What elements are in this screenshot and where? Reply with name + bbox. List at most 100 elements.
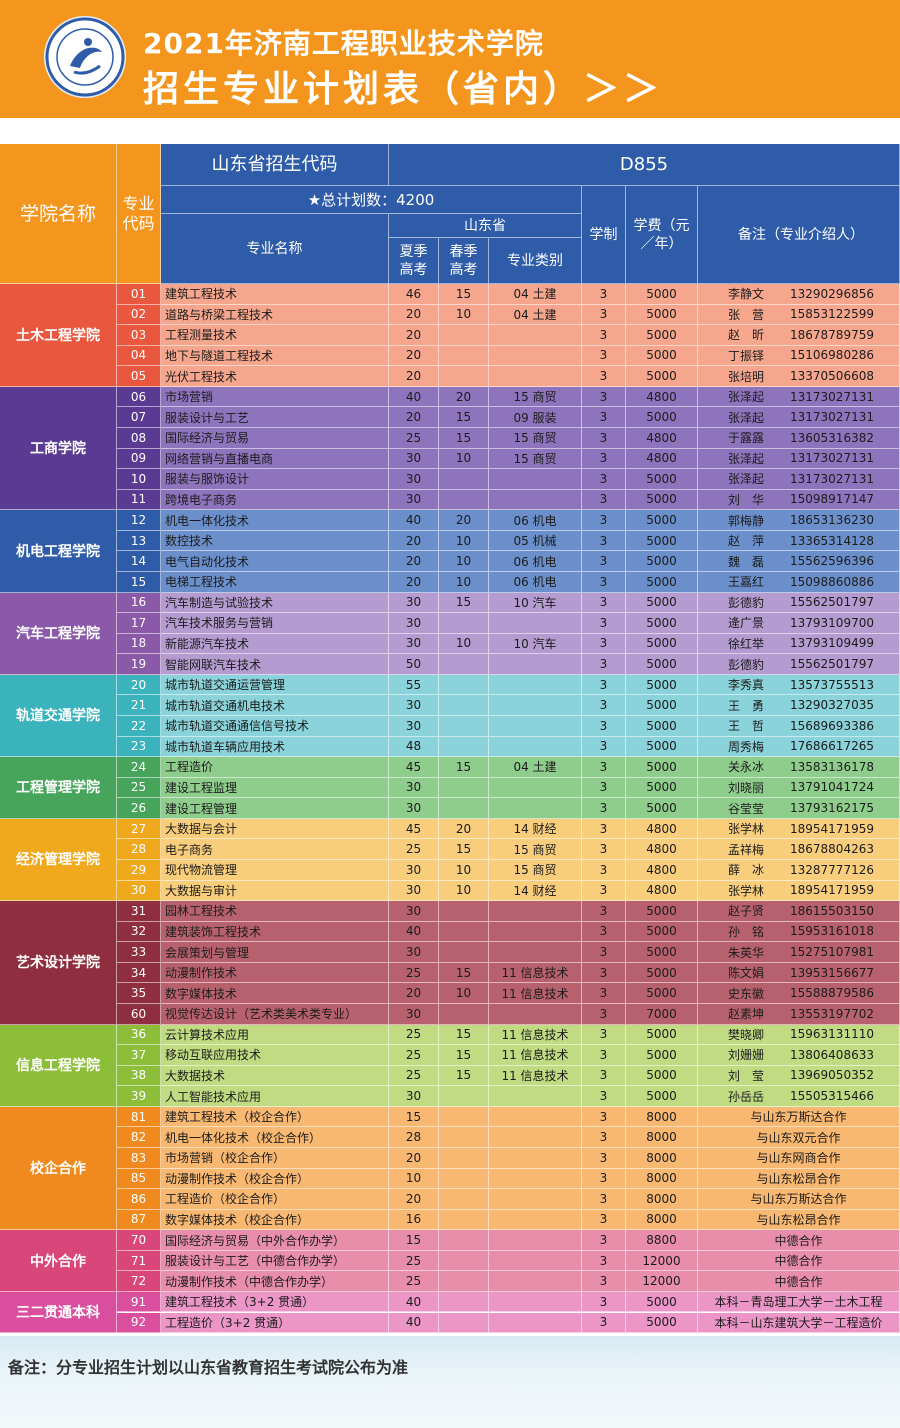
college-name: 汽车工程学院 xyxy=(0,592,117,675)
major-code: 26 xyxy=(117,798,161,819)
major-category xyxy=(489,345,582,367)
contact-name: 周秀梅 xyxy=(728,739,765,754)
summer-quota: 46 xyxy=(389,284,439,305)
contact-phone: 13806408633 xyxy=(790,1047,874,1062)
summer-quota: 20 xyxy=(389,345,439,367)
duration: 3 xyxy=(582,777,626,799)
spring-quota: 15 xyxy=(439,839,489,860)
major-category xyxy=(489,366,582,387)
major-category xyxy=(489,798,582,819)
contact-phone: 13290327035 xyxy=(790,698,874,713)
spring-quota xyxy=(439,1250,489,1272)
contact-phone: 18678804263 xyxy=(790,842,874,857)
major-name: 工程造价（校企合作） xyxy=(161,1189,389,1210)
contact-name: 郭梅静 xyxy=(728,513,765,528)
major-code: 70 xyxy=(117,1230,161,1251)
tuition: 4800 xyxy=(626,818,698,840)
contact-person: 徐红举 13793109499 xyxy=(698,633,900,655)
college-name: 信息工程学院 xyxy=(0,1024,117,1107)
contact-name: 张泽起 xyxy=(728,390,765,405)
tuition-header: 学费（元／年） xyxy=(626,186,698,284)
province-code-label: 山东省招生代码 xyxy=(161,144,389,186)
tuition: 5000 xyxy=(626,1086,698,1107)
contact-phone: 13173027131 xyxy=(790,389,874,404)
spring-quota xyxy=(439,901,489,922)
tuition: 5000 xyxy=(626,736,698,758)
summer-quota: 20 xyxy=(389,530,439,552)
partner-note: 本科－青岛理工大学－土木工程 xyxy=(698,1291,900,1313)
spring-quota: 10 xyxy=(439,571,489,593)
tuition: 4800 xyxy=(626,427,698,449)
spring-quota xyxy=(439,715,489,737)
major-name: 国际经济与贸易 xyxy=(161,427,389,449)
major-name: 建筑工程技术（3+2 贯通） xyxy=(161,1291,389,1313)
spring-quota xyxy=(439,798,489,819)
major-code: 07 xyxy=(117,407,161,428)
contact-phone: 13173027131 xyxy=(790,471,874,486)
duration: 3 xyxy=(582,427,626,449)
summer-quota: 30 xyxy=(389,859,439,881)
major-name: 电梯工程技术 xyxy=(161,571,389,593)
major-name: 汽车技术服务与营销 xyxy=(161,613,389,634)
duration: 3 xyxy=(582,1147,626,1169)
contact-phone: 13953156677 xyxy=(790,965,874,980)
contact-phone: 13791041724 xyxy=(790,780,874,795)
spring-exam-header: 春季高考 xyxy=(439,238,489,284)
contact-phone: 13793109700 xyxy=(790,615,874,630)
tuition: 5000 xyxy=(626,798,698,819)
major-category: 04 土建 xyxy=(489,304,582,326)
major-category xyxy=(489,1312,582,1334)
college-name: 艺术设计学院 xyxy=(0,901,117,1025)
major-category xyxy=(489,1127,582,1148)
tuition: 5000 xyxy=(626,777,698,799)
major-name: 市场营销（校企合作） xyxy=(161,1147,389,1169)
summer-quota: 30 xyxy=(389,448,439,470)
contact-phone: 13553197702 xyxy=(790,1006,874,1021)
contact-person: 孙岳岳 15505315466 xyxy=(698,1086,900,1107)
spring-quota xyxy=(439,613,489,634)
duration: 3 xyxy=(582,469,626,490)
contact-person: 张培明 13370506608 xyxy=(698,366,900,387)
duration: 3 xyxy=(582,530,626,552)
spring-quota xyxy=(439,921,489,943)
college-name: 校企合作 xyxy=(0,1106,117,1231)
tuition: 5000 xyxy=(626,921,698,943)
duration: 3 xyxy=(582,1271,626,1292)
partner-note: 本科－山东建筑大学－工程造价 xyxy=(698,1312,900,1334)
major-category xyxy=(489,921,582,943)
spring-quota: 20 xyxy=(439,818,489,840)
major-name: 建筑工程技术 xyxy=(161,284,389,305)
major-name: 电子商务 xyxy=(161,839,389,860)
duration: 3 xyxy=(582,1250,626,1272)
major-category: 11 信息技术 xyxy=(489,962,582,984)
duration: 3 xyxy=(582,654,626,675)
summer-quota: 30 xyxy=(389,942,439,963)
contact-name: 陈文娟 xyxy=(728,966,765,981)
major-category xyxy=(489,777,582,799)
major-code: 82 xyxy=(117,1127,161,1148)
major-category: 15 商贸 xyxy=(489,839,582,860)
contact-phone: 18954171959 xyxy=(790,883,874,898)
tuition: 5000 xyxy=(626,695,698,716)
contact-phone: 18954171959 xyxy=(790,821,874,836)
tuition: 5000 xyxy=(626,715,698,737)
contact-name: 刘 莹 xyxy=(728,1068,765,1083)
major-code: 02 xyxy=(117,304,161,326)
major-name: 建筑装饰工程技术 xyxy=(161,921,389,943)
major-code: 85 xyxy=(117,1168,161,1190)
major-code: 34 xyxy=(117,962,161,984)
summer-quota: 30 xyxy=(389,592,439,614)
major-code: 38 xyxy=(117,1065,161,1087)
major-name: 城市轨道交通机电技术 xyxy=(161,695,389,716)
summer-quota: 30 xyxy=(389,880,439,902)
spring-quota xyxy=(439,674,489,696)
major-name: 机电一体化技术（校企合作） xyxy=(161,1127,389,1148)
contact-name: 刘 华 xyxy=(728,492,765,507)
spring-quota: 10 xyxy=(439,633,489,655)
major-category: 06 机电 xyxy=(489,571,582,593)
duration: 3 xyxy=(582,1024,626,1046)
tuition: 4800 xyxy=(626,839,698,860)
contact-name: 薛 冰 xyxy=(728,863,765,878)
tuition: 5000 xyxy=(626,469,698,490)
tuition: 5000 xyxy=(626,1024,698,1046)
